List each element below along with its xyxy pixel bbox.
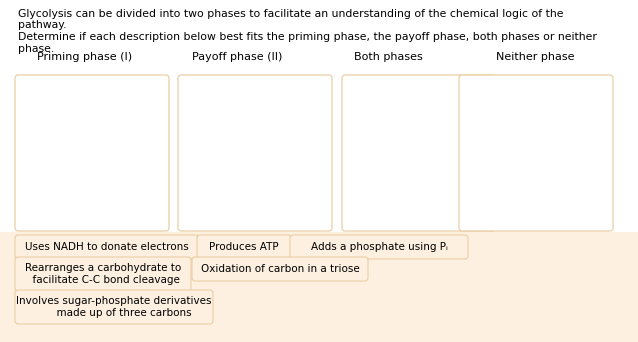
Text: Uses NADH to donate electrons: Uses NADH to donate electrons xyxy=(25,242,189,252)
Text: Determine if each description below best fits the priming phase, the payoff phas: Determine if each description below best… xyxy=(18,32,597,42)
Text: Neither phase: Neither phase xyxy=(496,52,574,62)
Text: Produces ATP: Produces ATP xyxy=(209,242,279,252)
FancyBboxPatch shape xyxy=(15,75,169,231)
Text: Payoff phase (II): Payoff phase (II) xyxy=(192,52,282,62)
FancyBboxPatch shape xyxy=(290,235,468,259)
FancyBboxPatch shape xyxy=(15,290,213,324)
Text: Involves sugar-phosphate derivatives
      made up of three carbons: Involves sugar-phosphate derivatives mad… xyxy=(16,296,212,318)
Text: Adds a phosphate using Pᵢ: Adds a phosphate using Pᵢ xyxy=(311,242,447,252)
FancyBboxPatch shape xyxy=(342,75,496,231)
FancyBboxPatch shape xyxy=(15,257,191,291)
Text: Glycolysis can be divided into two phases to facilitate an understanding of the : Glycolysis can be divided into two phase… xyxy=(18,9,563,19)
Text: phase.: phase. xyxy=(18,43,54,53)
FancyBboxPatch shape xyxy=(0,232,638,342)
FancyBboxPatch shape xyxy=(459,75,613,231)
Text: Oxidation of carbon in a triose: Oxidation of carbon in a triose xyxy=(200,264,359,274)
FancyBboxPatch shape xyxy=(178,75,332,231)
Text: Both phases: Both phases xyxy=(353,52,422,62)
Text: pathway.: pathway. xyxy=(18,21,66,30)
FancyBboxPatch shape xyxy=(15,235,199,259)
Text: Rearranges a carbohydrate to
  facilitate C-C bond cleavage: Rearranges a carbohydrate to facilitate … xyxy=(25,263,181,285)
FancyBboxPatch shape xyxy=(197,235,291,259)
Text: Priming phase (I): Priming phase (I) xyxy=(38,52,133,62)
FancyBboxPatch shape xyxy=(192,257,368,281)
